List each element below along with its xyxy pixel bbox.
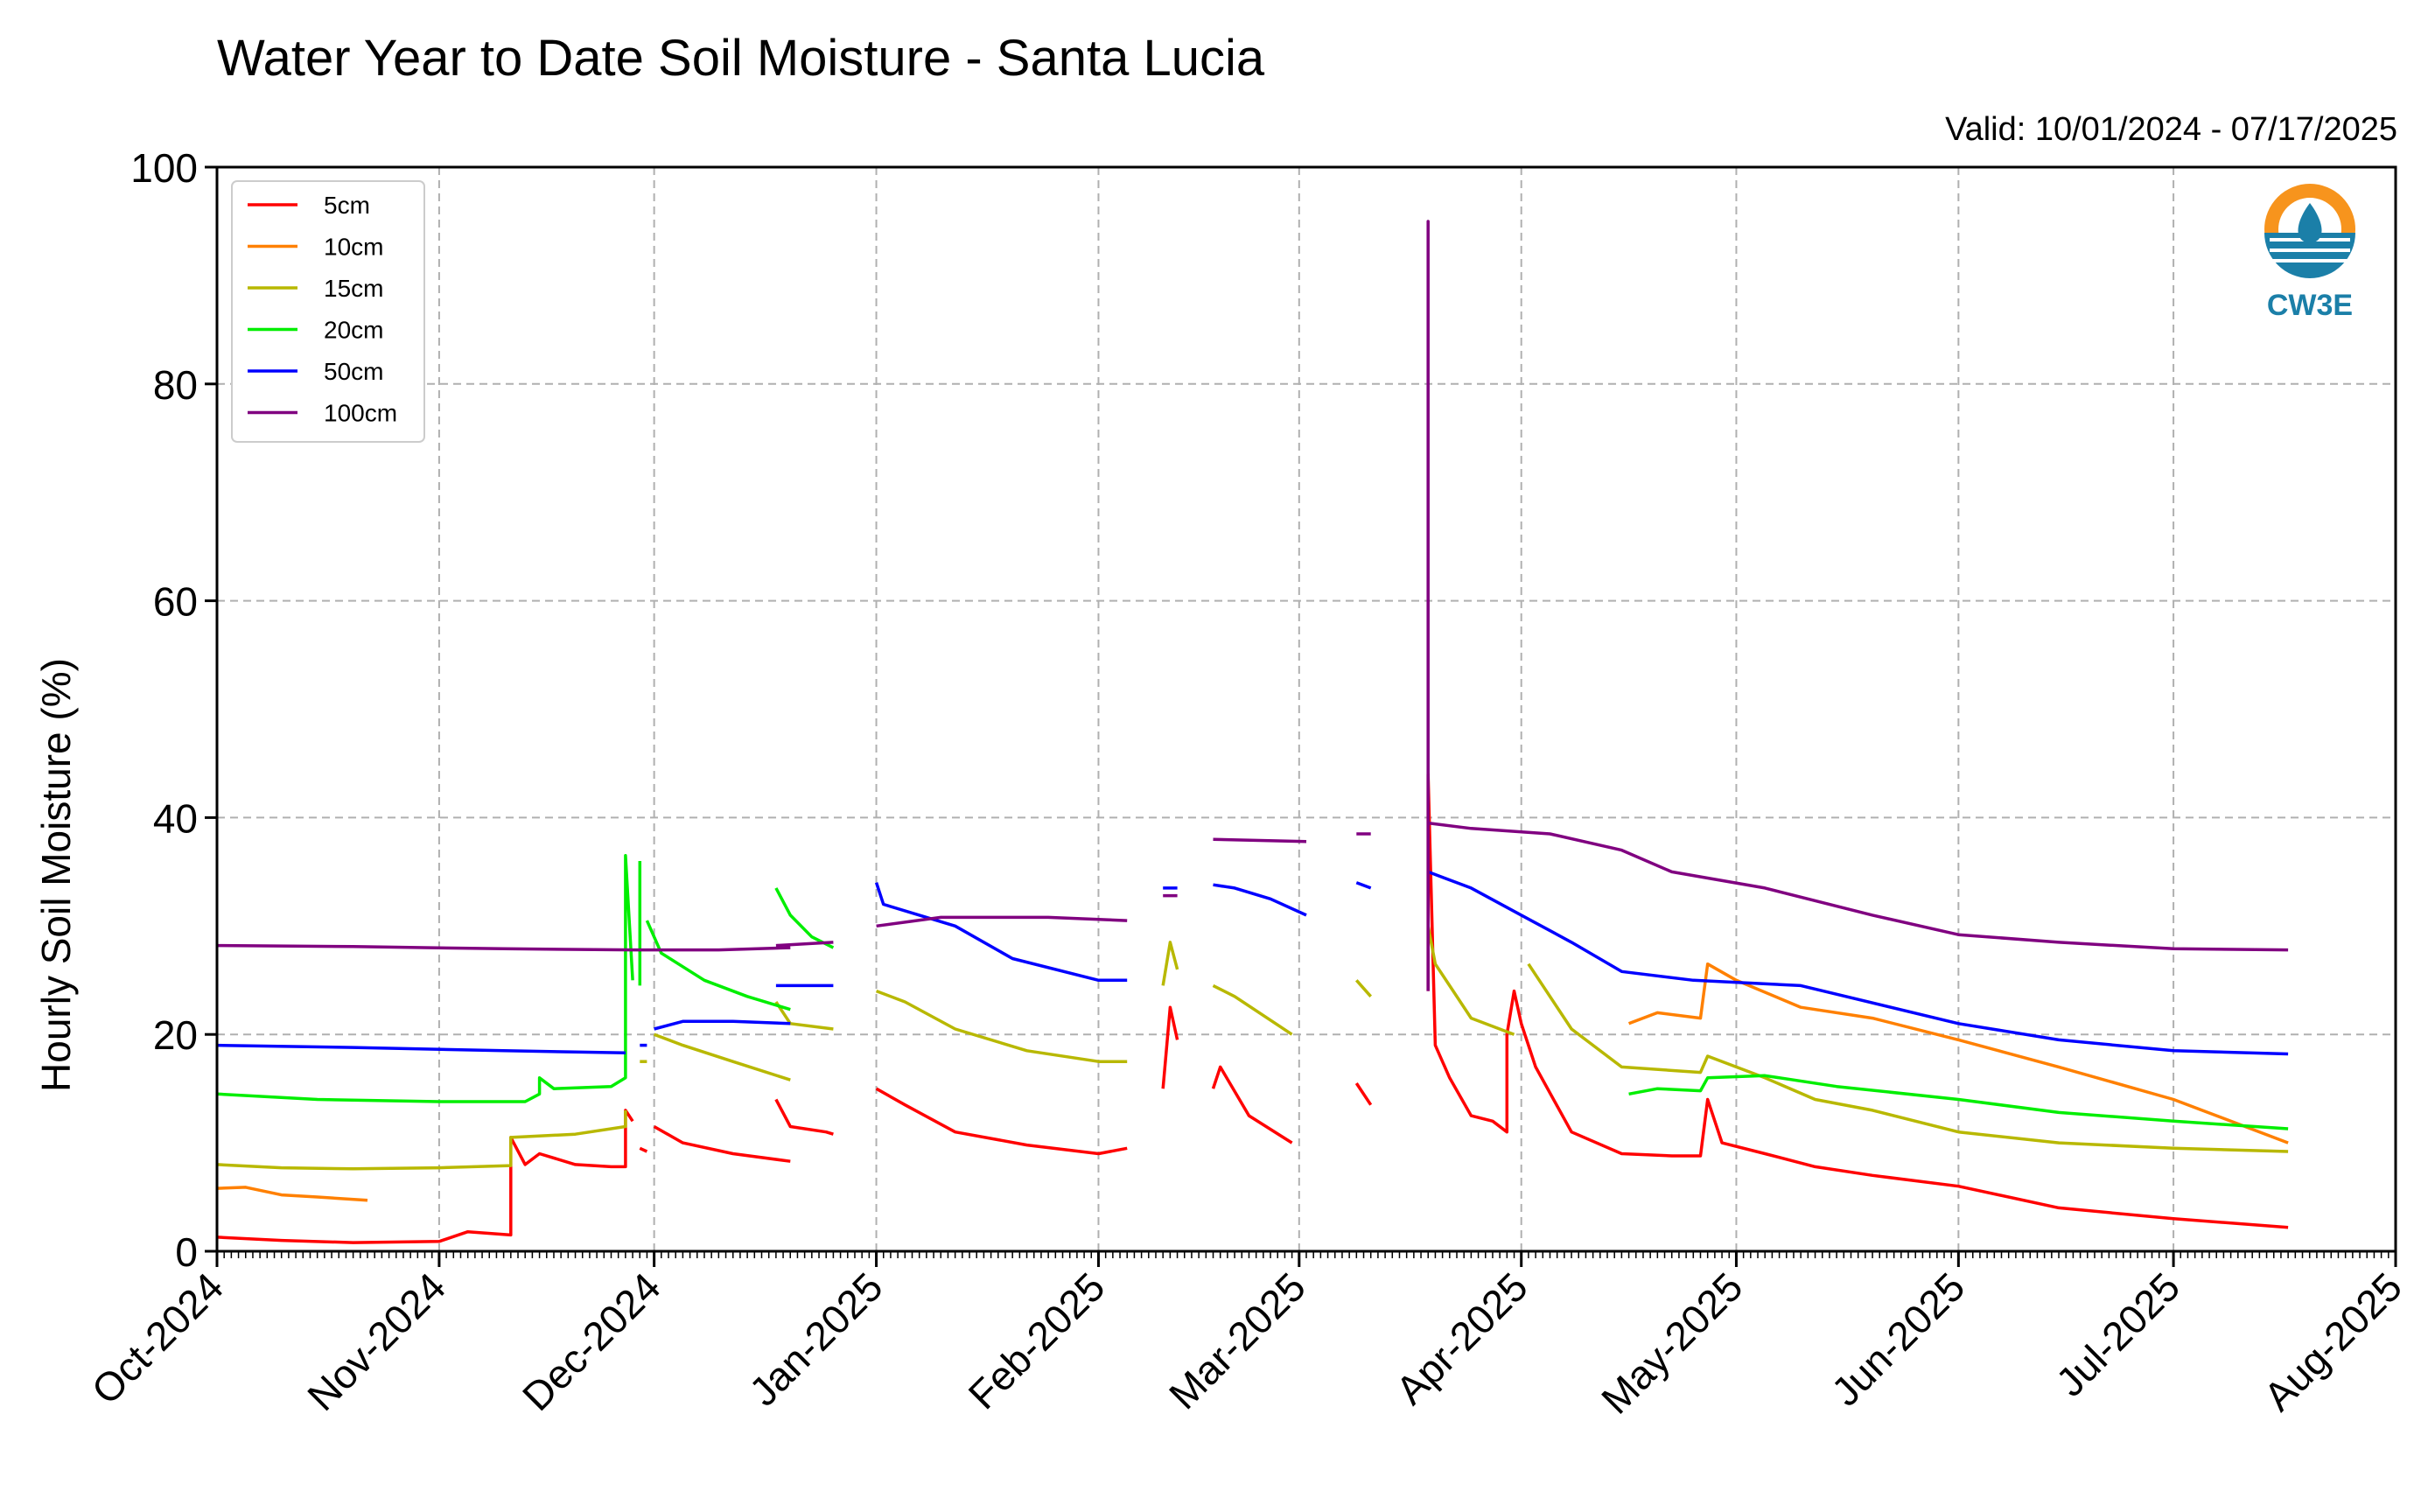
series-10cm <box>216 962 2289 1202</box>
series-line-15cm <box>1426 925 1515 1036</box>
plot-frame <box>215 165 2397 1253</box>
series-line-100cm <box>1213 837 1307 844</box>
series-50cm <box>216 870 2289 1056</box>
series-line-15cm <box>875 989 1128 1063</box>
y-axis-ticks: 0 20 40 60 80 100 <box>130 145 217 1275</box>
series-line-50cm <box>874 882 1128 983</box>
x-tick-label: Jun-2025 <box>1823 1264 1973 1414</box>
legend-label: 10cm <box>324 234 383 261</box>
series-layer <box>216 220 2289 1244</box>
y-tick-label: 40 <box>153 795 198 841</box>
logo-drop <box>2298 203 2322 243</box>
series-line-5cm <box>1426 773 2289 1229</box>
series-line-5cm <box>639 1146 648 1153</box>
logo-wave <box>2264 233 2355 278</box>
x-tick-label: Aug-2025 <box>2255 1264 2411 1419</box>
legend-label: 100cm <box>324 400 397 427</box>
series-line-20cm <box>774 887 835 949</box>
series-line-20cm <box>216 854 634 1103</box>
series-line-50cm <box>1427 870 2289 1056</box>
series-line-20cm <box>645 920 791 1012</box>
series-line-15cm <box>1527 962 2289 1153</box>
series-100cm <box>216 220 2289 991</box>
series-line-50cm <box>1213 883 1307 917</box>
series-line-10cm <box>216 1186 368 1202</box>
series-line-50cm <box>216 1043 626 1055</box>
series-line-50cm <box>654 1019 791 1031</box>
series-line-15cm <box>1161 941 1179 986</box>
y-tick-label: 60 <box>153 579 198 625</box>
series-line-5cm <box>216 1109 634 1244</box>
series-line-5cm <box>653 1124 791 1163</box>
series-line-5cm <box>1211 1065 1293 1144</box>
cw3e-logo: CW3E <box>2264 184 2355 322</box>
series-line-5cm <box>875 1087 1128 1156</box>
legend-label: 5cm <box>324 192 370 219</box>
x-tick-label: Nov-2024 <box>298 1264 454 1419</box>
series-line-5cm <box>1354 1082 1373 1106</box>
y-axis-label: Hourly Soil Moisture (%) <box>33 658 79 1092</box>
x-axis-ticks: Oct-2024 Nov-2024 Dec-2024 Jan-2025 Feb-2025… <box>83 1251 2411 1423</box>
series-line-15cm <box>653 1032 791 1082</box>
series-15cm <box>216 925 2289 1171</box>
chart-subtitle: Valid: 10/01/2024 - 07/17/2025 <box>1945 111 2397 148</box>
grid-lines <box>217 167 2396 1251</box>
y-tick-label: 0 <box>175 1229 198 1275</box>
legend-label: 50cm <box>324 358 383 385</box>
y-tick-label: 80 <box>153 362 198 408</box>
chart-title: Water Year to Date Soil Moisture - Santa… <box>217 30 1265 87</box>
series-line-100cm <box>775 941 834 948</box>
series-line-100cm <box>876 915 1128 928</box>
legend: 5cm 10cm 15cm 20cm 50cm 100cm <box>231 180 425 443</box>
series-line-15cm <box>216 1110 627 1171</box>
series-20cm <box>216 854 2289 1130</box>
series-line-15cm <box>1212 984 1293 1036</box>
series-5cm <box>216 773 2289 1244</box>
legend-label: 15cm <box>324 275 383 302</box>
series-line-20cm <box>1628 1074 2289 1130</box>
x-tick-label: Dec-2024 <box>514 1264 669 1419</box>
y-tick-label: 20 <box>153 1012 198 1058</box>
x-tick-label: Feb-2025 <box>960 1264 1114 1418</box>
series-line-15cm <box>774 1001 834 1031</box>
axes <box>215 165 2397 1253</box>
x-tick-label: Jul-2025 <box>2047 1264 2189 1405</box>
y-tick-label: 100 <box>130 145 198 191</box>
x-tick-label: Apr-2025 <box>1387 1264 1536 1413</box>
series-line-100cm <box>216 943 791 952</box>
logo-text: CW3E <box>2267 289 2353 322</box>
series-line-10cm <box>1627 962 2289 1144</box>
x-tick-label: Oct-2024 <box>83 1264 233 1413</box>
legend-label: 20cm <box>324 317 383 344</box>
x-tick-label: Mar-2025 <box>1160 1264 1314 1418</box>
x-tick-label: Jan-2025 <box>740 1264 891 1414</box>
series-line-5cm <box>774 1098 834 1136</box>
series-line-100cm <box>1426 220 2289 991</box>
series-line-5cm <box>1161 1005 1179 1089</box>
series-line-15cm <box>1354 979 1373 998</box>
x-tick-label: May-2025 <box>1592 1264 1751 1422</box>
series-line-50cm <box>1355 881 1372 890</box>
